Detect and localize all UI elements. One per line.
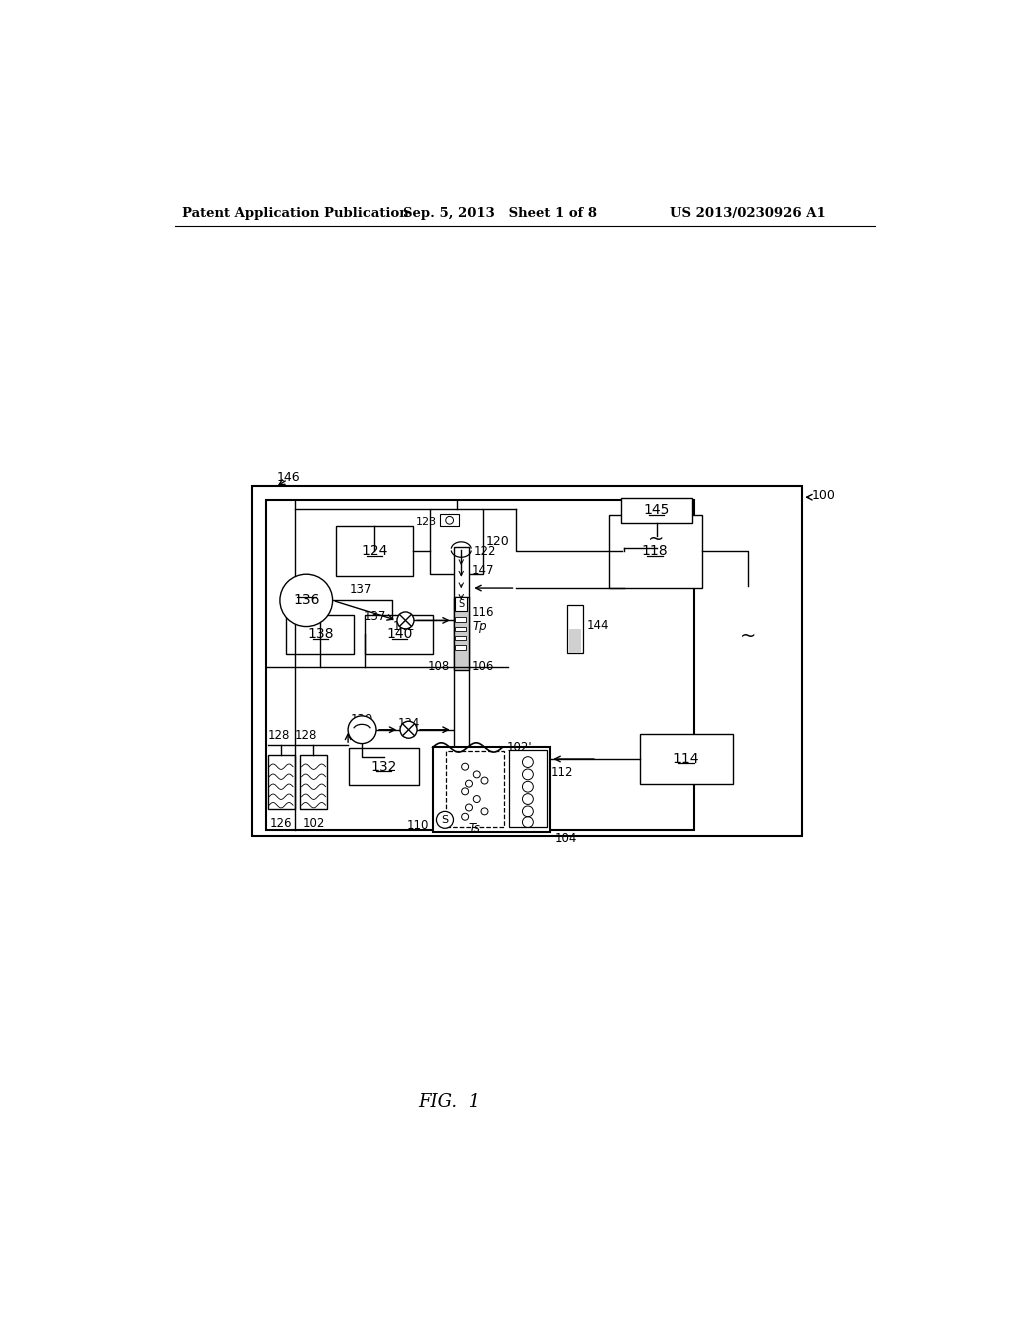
Text: 134: 134: [397, 717, 420, 730]
Text: 132: 132: [371, 760, 397, 774]
Text: 130: 130: [351, 713, 373, 726]
Bar: [455, 618, 466, 622]
Circle shape: [397, 612, 414, 628]
Bar: [252, 486, 802, 836]
Text: 140: 140: [386, 627, 413, 642]
Text: 138: 138: [307, 627, 334, 642]
Text: 123: 123: [416, 517, 437, 527]
Text: 126: 126: [269, 817, 292, 830]
Text: ~: ~: [739, 626, 756, 645]
Bar: [640, 734, 732, 784]
Circle shape: [400, 721, 417, 738]
Text: 102: 102: [302, 817, 325, 830]
Text: Ts: Ts: [469, 822, 480, 836]
Bar: [267, 755, 295, 809]
Text: S: S: [458, 599, 464, 610]
Text: 128: 128: [295, 729, 317, 742]
Text: 137: 137: [364, 610, 386, 623]
Text: 100: 100: [812, 490, 836, 502]
Text: 142: 142: [392, 619, 415, 632]
Text: Sep. 5, 2013   Sheet 1 of 8: Sep. 5, 2013 Sheet 1 of 8: [403, 207, 597, 220]
Text: 147: 147: [472, 564, 495, 577]
Text: 146: 146: [276, 471, 300, 484]
Bar: [455, 597, 467, 611]
Text: 102': 102': [506, 741, 531, 754]
Bar: [454, 597, 469, 671]
Bar: [349, 748, 419, 785]
Bar: [430, 508, 483, 574]
Bar: [300, 755, 328, 809]
Circle shape: [436, 812, 454, 829]
Text: 128: 128: [267, 729, 290, 742]
Bar: [366, 615, 433, 653]
Text: FIG.  1: FIG. 1: [419, 1093, 480, 1110]
Text: 112: 112: [550, 767, 572, 779]
Text: 144: 144: [587, 619, 609, 631]
Text: Patent Application Publication: Patent Application Publication: [182, 207, 409, 220]
Text: ~: ~: [648, 529, 665, 548]
Circle shape: [348, 715, 376, 743]
Bar: [286, 615, 354, 653]
Bar: [608, 515, 701, 587]
Text: 145: 145: [643, 503, 670, 517]
Text: 116: 116: [472, 606, 495, 619]
Bar: [445, 751, 504, 826]
Bar: [336, 527, 414, 576]
Text: US 2013/0230926 A1: US 2013/0230926 A1: [671, 207, 826, 220]
Text: 136: 136: [293, 594, 319, 607]
Bar: [621, 498, 692, 523]
Text: 108: 108: [428, 660, 451, 673]
Bar: [567, 605, 583, 653]
Text: 120: 120: [486, 535, 510, 548]
Bar: [569, 628, 582, 653]
Bar: [455, 645, 466, 649]
Text: 114: 114: [673, 752, 699, 766]
Text: S: S: [441, 814, 449, 825]
Circle shape: [445, 516, 454, 524]
Text: 104: 104: [554, 832, 577, 845]
Bar: [455, 636, 466, 640]
Text: 110: 110: [407, 820, 429, 833]
Bar: [440, 513, 459, 527]
Bar: [509, 750, 547, 826]
Text: 137: 137: [349, 582, 372, 595]
Text: 124: 124: [361, 544, 388, 558]
Text: 118: 118: [642, 544, 669, 558]
Text: 122: 122: [474, 545, 497, 558]
Bar: [432, 747, 550, 832]
Text: Tp: Tp: [472, 620, 486, 634]
Bar: [266, 499, 693, 830]
Circle shape: [280, 574, 333, 627]
Bar: [455, 627, 466, 631]
Text: 106: 106: [472, 660, 495, 673]
Bar: [454, 548, 469, 751]
